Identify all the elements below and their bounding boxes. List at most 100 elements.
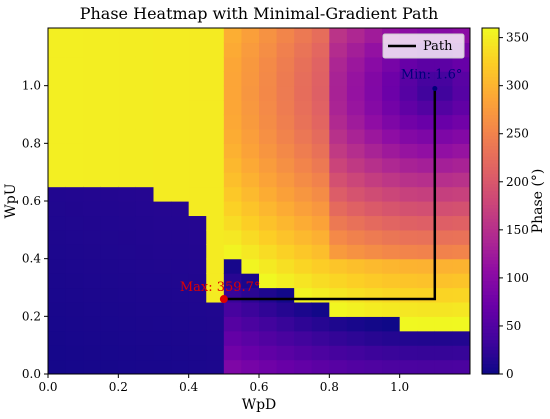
colorbar-strip <box>482 225 499 230</box>
heatmap-cell <box>188 143 207 159</box>
heatmap-cell <box>346 316 366 332</box>
colorbar-gradient <box>482 28 499 375</box>
heatmap-cell <box>171 330 190 346</box>
heatmap-cell <box>135 143 155 159</box>
heatmap-cell <box>171 345 190 361</box>
heatmap-cell <box>364 28 383 44</box>
heatmap-cell <box>100 128 119 144</box>
heatmap-cell <box>118 316 137 332</box>
heatmap-cell <box>223 330 243 346</box>
heatmap-cell <box>329 100 348 116</box>
heatmap-cell <box>259 215 278 231</box>
colorbar-strip <box>482 211 499 216</box>
heatmap-cell <box>294 273 313 289</box>
heatmap-cell <box>294 128 313 144</box>
heatmap-cell <box>399 128 418 144</box>
colorbar-strip <box>482 52 499 57</box>
colorbar-strip <box>482 197 499 202</box>
heatmap-cell <box>188 273 207 289</box>
heatmap-cell <box>434 186 454 202</box>
heatmap-cell <box>346 330 366 346</box>
heatmap-cell <box>83 229 102 245</box>
colorbar-strip <box>482 363 499 368</box>
heatmap-cell <box>276 186 295 202</box>
heatmap-cell <box>241 273 260 289</box>
heatmap-cell <box>83 301 102 317</box>
heatmap-cell <box>311 301 330 317</box>
heatmap-cell <box>259 28 278 44</box>
heatmap-cell <box>83 330 102 346</box>
heatmap-cell <box>294 359 313 374</box>
heatmap-cell <box>118 359 137 374</box>
heatmap-cell <box>118 157 137 173</box>
heatmap-cell <box>48 229 67 245</box>
heatmap-cell <box>364 85 383 101</box>
heatmap-cell <box>276 143 295 159</box>
legend-path-label: Path <box>423 39 453 54</box>
heatmap-cell <box>364 172 383 188</box>
colorbar-strip <box>482 41 499 46</box>
heatmap-cell <box>452 273 470 289</box>
heatmap-cell <box>83 345 102 361</box>
heatmap-cell <box>329 172 348 188</box>
heatmap-cell <box>452 287 470 303</box>
heatmap-cell <box>364 273 383 289</box>
heatmap-cell <box>364 186 383 202</box>
heatmap-cell <box>382 345 401 361</box>
heatmap-cell <box>241 359 260 374</box>
heatmap-cell <box>65 201 84 217</box>
heatmap-cell <box>171 56 190 72</box>
heatmap-cell <box>241 215 260 231</box>
heatmap-cell <box>417 215 436 231</box>
heatmap-cell <box>259 71 278 87</box>
heatmap-cell <box>65 114 84 130</box>
heatmap-cell <box>188 186 207 202</box>
heatmap-cell <box>118 345 137 361</box>
y-tick-label: 0.2 <box>22 309 41 323</box>
heatmap-cell <box>223 215 243 231</box>
colorbar-strip <box>482 38 499 43</box>
colorbar-label: Phase (°) <box>530 169 546 234</box>
heatmap-cell <box>452 186 470 202</box>
heatmap-cell <box>276 345 295 361</box>
heatmap-cell <box>346 229 366 245</box>
heatmap-cell <box>276 42 295 58</box>
y-axis-label: WpU <box>3 183 19 218</box>
heatmap-cell <box>48 359 67 374</box>
heatmap-cell <box>417 114 436 130</box>
heatmap-cell <box>294 229 313 245</box>
heatmap-cell <box>276 56 295 72</box>
heatmap-cell <box>434 172 454 188</box>
heatmap-cell <box>118 201 137 217</box>
colorbar-strip <box>482 332 499 337</box>
colorbar-strip <box>482 245 499 251</box>
heatmap-cell <box>259 42 278 58</box>
heatmap-cell <box>329 128 348 144</box>
heatmap-cell <box>171 128 190 144</box>
path-layer: Max: 359.7° Min: 1.6° <box>180 68 462 304</box>
colorbar-strip <box>482 235 499 240</box>
heatmap-cell <box>65 157 84 173</box>
heatmap-cell <box>346 85 366 101</box>
heatmap-cell <box>171 85 190 101</box>
heatmap-cell <box>100 345 119 361</box>
colorbar-strip <box>482 266 499 271</box>
heatmap-cell <box>382 273 401 289</box>
heatmap-cell <box>241 301 260 317</box>
heatmap-cell <box>241 114 260 130</box>
heatmap-cell <box>329 258 348 274</box>
heatmap-cell <box>223 71 243 87</box>
heatmap-cell <box>364 201 383 217</box>
heatmap-cell <box>241 42 260 58</box>
colorbar-strip <box>482 62 499 67</box>
heatmap-cell <box>259 186 278 202</box>
heatmap-cell <box>311 128 330 144</box>
heatmap-cell <box>223 42 243 58</box>
heatmap-cell <box>434 258 454 274</box>
heatmap-cell <box>346 287 366 303</box>
heatmap-cell <box>48 114 67 130</box>
heatmap-cell <box>259 316 278 332</box>
heatmap-cell <box>276 229 295 245</box>
colorbar-strip <box>482 315 499 320</box>
heatmap-cell <box>329 229 348 245</box>
